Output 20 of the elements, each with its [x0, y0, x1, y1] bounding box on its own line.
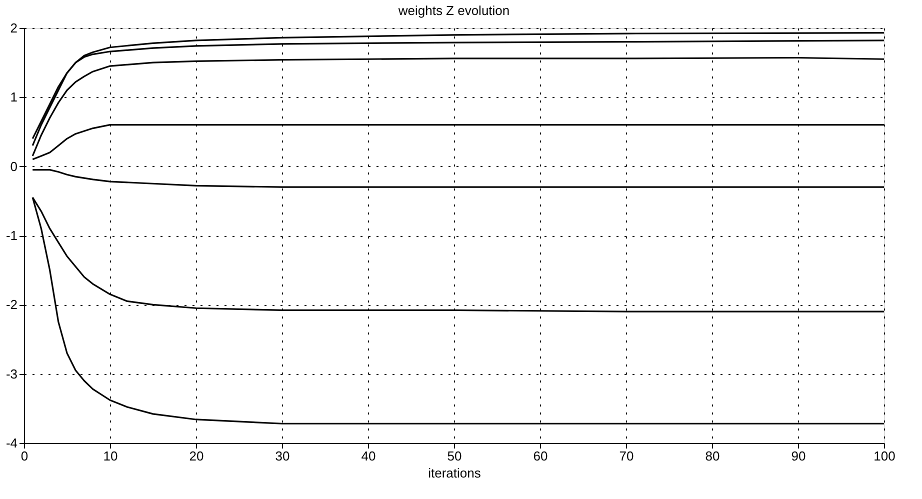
x-tick-label: 60 [533, 448, 548, 464]
y-tick-label: 0 [10, 158, 18, 174]
x-axis-title: iterations [428, 466, 482, 480]
x-tick-label: 70 [619, 448, 634, 464]
x-tick-label: 20 [189, 448, 204, 464]
x-tick-label: 40 [361, 448, 376, 464]
y-tick-label: -2 [6, 297, 18, 312]
y-tick-label: -4 [6, 436, 18, 450]
x-tick-label: 0 [20, 448, 28, 464]
x-tick-label: 80 [705, 448, 720, 464]
x-tick-label: 90 [791, 448, 806, 464]
y-tick-label: 2 [10, 20, 18, 36]
y-tick-label: -1 [6, 228, 18, 243]
x-tick-label: 50 [447, 448, 462, 464]
x-tick-label: 30 [275, 448, 290, 464]
chart-title: weights Z evolution [397, 3, 510, 18]
x-tick-label: 100 [874, 448, 896, 464]
y-tick-label: 1 [10, 90, 18, 105]
x-tick-label: 10 [103, 448, 118, 464]
y-tick-label: -3 [6, 366, 18, 382]
